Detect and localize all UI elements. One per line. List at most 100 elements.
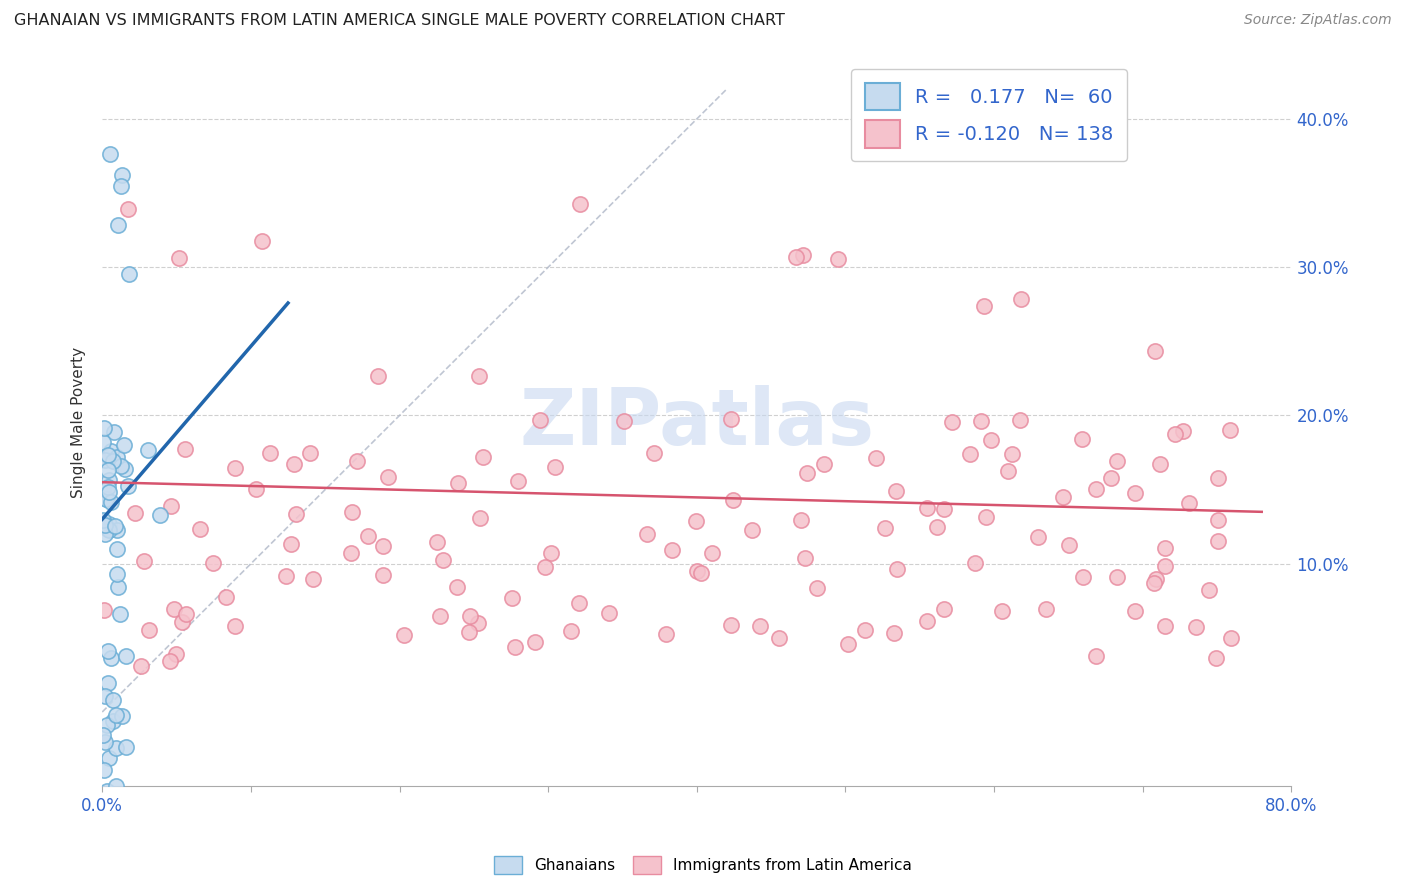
Point bbox=[340, 505, 363, 519]
Point bbox=[467, 616, 489, 631]
Point bbox=[768, 631, 790, 645]
Point bbox=[110, 607, 132, 621]
Point bbox=[136, 442, 159, 457]
Point bbox=[806, 581, 828, 595]
Point bbox=[1057, 538, 1080, 552]
Point bbox=[1035, 602, 1057, 616]
Point bbox=[1184, 620, 1206, 634]
Text: Source: ZipAtlas.com: Source: ZipAtlas.com bbox=[1244, 13, 1392, 28]
Y-axis label: Single Male Poverty: Single Male Poverty bbox=[72, 347, 86, 499]
Point bbox=[138, 623, 160, 637]
Point bbox=[98, 523, 121, 537]
Point bbox=[792, 248, 814, 262]
Point bbox=[392, 628, 415, 642]
Point bbox=[91, 514, 114, 528]
Point bbox=[103, 454, 125, 468]
Point bbox=[110, 709, 132, 723]
Point bbox=[1206, 534, 1229, 549]
Point bbox=[685, 514, 707, 528]
Point bbox=[796, 467, 818, 481]
Point bbox=[93, 421, 115, 435]
Point bbox=[446, 580, 468, 594]
Point bbox=[98, 750, 121, 764]
Point bbox=[598, 606, 620, 620]
Point bbox=[1219, 423, 1241, 437]
Point bbox=[284, 508, 307, 522]
Point bbox=[134, 554, 156, 568]
Point bbox=[702, 546, 724, 560]
Point bbox=[94, 735, 117, 749]
Point bbox=[97, 522, 120, 536]
Point bbox=[91, 513, 114, 527]
Point bbox=[115, 739, 138, 754]
Point bbox=[785, 251, 807, 265]
Point bbox=[655, 627, 678, 641]
Point bbox=[1171, 424, 1194, 438]
Point bbox=[793, 551, 815, 566]
Point bbox=[458, 609, 481, 624]
Point bbox=[503, 640, 526, 655]
Point bbox=[523, 634, 546, 648]
Point bbox=[117, 202, 139, 216]
Point bbox=[96, 481, 118, 495]
Point bbox=[941, 415, 963, 429]
Point bbox=[1105, 454, 1128, 468]
Point bbox=[991, 604, 1014, 618]
Point bbox=[560, 624, 582, 638]
Point bbox=[201, 556, 224, 570]
Point bbox=[1008, 413, 1031, 427]
Point bbox=[112, 438, 135, 452]
Point bbox=[1123, 604, 1146, 618]
Point bbox=[110, 179, 132, 194]
Point bbox=[720, 618, 742, 632]
Point bbox=[356, 529, 378, 543]
Point bbox=[501, 591, 523, 606]
Point bbox=[959, 447, 981, 461]
Point bbox=[96, 491, 118, 506]
Point bbox=[97, 485, 120, 500]
Point bbox=[1205, 651, 1227, 665]
Point bbox=[224, 619, 246, 633]
Point bbox=[1085, 482, 1108, 496]
Point bbox=[790, 513, 813, 527]
Text: ZIPatlas: ZIPatlas bbox=[519, 384, 875, 461]
Point bbox=[1178, 496, 1201, 510]
Point bbox=[103, 425, 125, 440]
Point bbox=[827, 252, 849, 266]
Point bbox=[873, 521, 896, 535]
Point bbox=[105, 450, 128, 464]
Point bbox=[741, 524, 763, 538]
Point bbox=[636, 527, 658, 541]
Point bbox=[568, 596, 591, 610]
Point bbox=[174, 607, 197, 622]
Point bbox=[98, 146, 121, 161]
Point bbox=[224, 461, 246, 475]
Point bbox=[813, 458, 835, 472]
Legend: Ghanaians, Immigrants from Latin America: Ghanaians, Immigrants from Latin America bbox=[488, 850, 918, 880]
Point bbox=[884, 483, 907, 498]
Point bbox=[1001, 447, 1024, 461]
Point bbox=[111, 169, 134, 183]
Point bbox=[1153, 619, 1175, 633]
Point bbox=[429, 609, 451, 624]
Point bbox=[1052, 490, 1074, 504]
Point bbox=[259, 446, 281, 460]
Point bbox=[1123, 486, 1146, 500]
Point bbox=[720, 412, 742, 426]
Point bbox=[472, 450, 495, 465]
Point bbox=[377, 470, 399, 484]
Point bbox=[94, 453, 117, 467]
Point bbox=[1206, 471, 1229, 485]
Point bbox=[149, 508, 172, 522]
Point bbox=[163, 602, 186, 616]
Point bbox=[837, 637, 859, 651]
Point bbox=[643, 446, 665, 460]
Point bbox=[105, 707, 128, 722]
Point bbox=[100, 651, 122, 665]
Point bbox=[91, 482, 114, 496]
Legend: R =   0.177   N=  60, R = -0.120   N= 138: R = 0.177 N= 60, R = -0.120 N= 138 bbox=[851, 70, 1128, 161]
Point bbox=[468, 511, 491, 525]
Point bbox=[283, 457, 305, 471]
Point bbox=[1010, 292, 1032, 306]
Point bbox=[110, 459, 132, 474]
